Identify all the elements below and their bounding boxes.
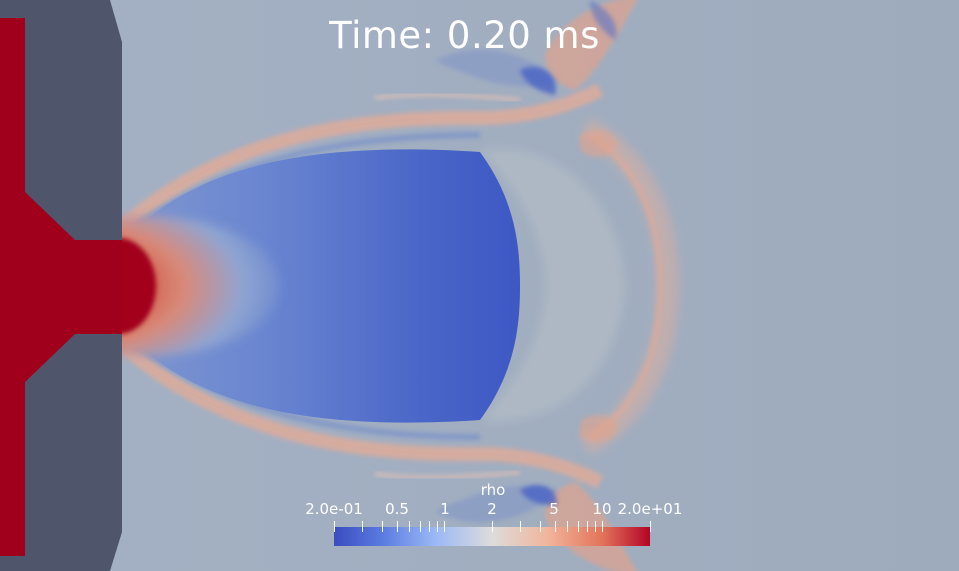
- colorbar-label-min: 2.0e-01: [305, 500, 363, 518]
- time-label: Time: 0.20 ms: [329, 14, 600, 57]
- expansion-bubble: [125, 149, 520, 423]
- colorbar-tick: [334, 521, 335, 532]
- lower-shear-layer: [120, 341, 604, 489]
- colorbar-label-0p5: 0.5: [385, 500, 409, 518]
- upper-vortex-cluster: [374, 0, 638, 157]
- colorbar-tick: [437, 521, 439, 532]
- colorbar-label-1: 1: [440, 500, 450, 518]
- colorbar-label-max: 2.0e+01: [617, 500, 683, 518]
- colorbar-label-5: 5: [549, 500, 559, 518]
- colorbar-tick: [539, 521, 541, 532]
- colorbar-tick: [595, 521, 597, 532]
- driver-gas-region: [0, 18, 122, 556]
- colorbar-label-2: 2: [487, 500, 497, 518]
- colorbar-tick: [602, 521, 604, 532]
- post-shock-region: [480, 148, 625, 422]
- colorbar-tick: [361, 521, 363, 532]
- colorbar-tick: [396, 521, 398, 532]
- lower-vortex-cluster: [374, 415, 637, 571]
- colorbar-tick: [444, 521, 446, 532]
- colorbar-tick: [381, 521, 383, 532]
- colorbar-title: rho: [480, 481, 506, 499]
- colorbar-tick: [519, 521, 521, 532]
- secondary-shock-core: [588, 132, 664, 441]
- colorbar-tick: [419, 521, 421, 532]
- colorbar-tick: [554, 521, 556, 532]
- colorbar-tick: [587, 521, 589, 532]
- colorbar-tick: [650, 521, 651, 532]
- colorbar-tick: [492, 521, 493, 532]
- upper-shear-layer: [120, 83, 604, 231]
- colorbar-tick: [409, 521, 411, 532]
- colorbar-tick: [567, 521, 569, 532]
- secondary-shock: [579, 118, 680, 455]
- colorbar-label-10: 10: [592, 500, 612, 518]
- colorbar-gradient: [334, 527, 650, 546]
- colorbar-tick: [577, 521, 579, 532]
- colorbar-tick: [429, 521, 431, 532]
